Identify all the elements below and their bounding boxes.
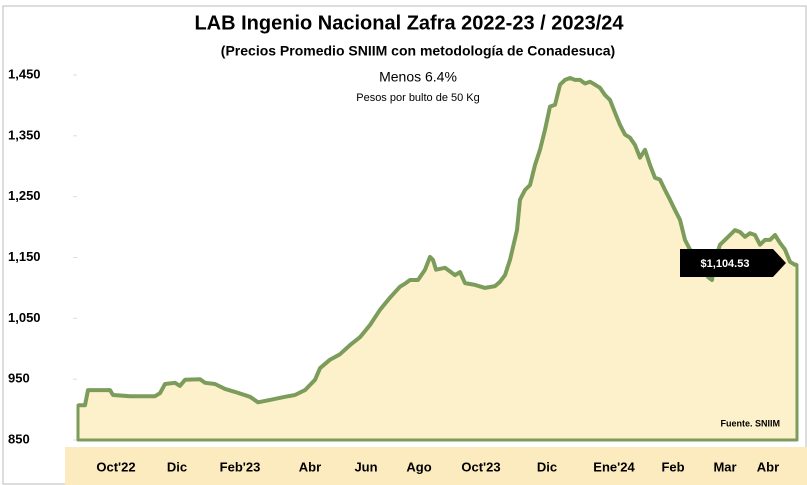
annotation: Menos 6.4% (379, 69, 457, 85)
x-axis-band (65, 447, 807, 485)
x-tick-label: Feb'23 (220, 459, 261, 474)
y-tick-label: 1,150 (8, 249, 41, 264)
chart-subtitle: (Precios Promedio SNIIM con metodología … (221, 43, 615, 59)
annotation: Pesos por bulto de 50 Kg (356, 92, 480, 104)
y-tick-label: 1,350 (8, 127, 41, 142)
y-tick-label: 950 (8, 371, 30, 386)
x-tick-label: Dic (537, 459, 557, 474)
source-note: Fuente. SNIIM (720, 418, 780, 428)
y-tick-label: 1,450 (8, 66, 41, 81)
x-tick-label: Mar (713, 459, 736, 474)
x-tick-label: Ene'24 (593, 459, 635, 474)
x-tick-label: Oct'23 (461, 459, 500, 474)
y-tick-label: 1,250 (8, 188, 41, 203)
y-tick-label: 850 (8, 431, 30, 446)
x-tick-label: Dic (167, 459, 187, 474)
x-tick-label: Abr (299, 459, 321, 474)
chart-title: LAB Ingenio Nacional Zafra 2022-23 / 202… (194, 12, 624, 34)
x-tick-label: Abr (757, 459, 779, 474)
x-tick-label: Feb (661, 459, 684, 474)
y-tick-label: 1,050 (8, 310, 41, 325)
x-tick-label: Oct'22 (96, 459, 135, 474)
x-tick-label: Ago (406, 459, 431, 474)
callout-box (680, 249, 786, 277)
callout-label: $1,104.53 (701, 258, 750, 270)
x-tick-label: Jun (354, 459, 377, 474)
